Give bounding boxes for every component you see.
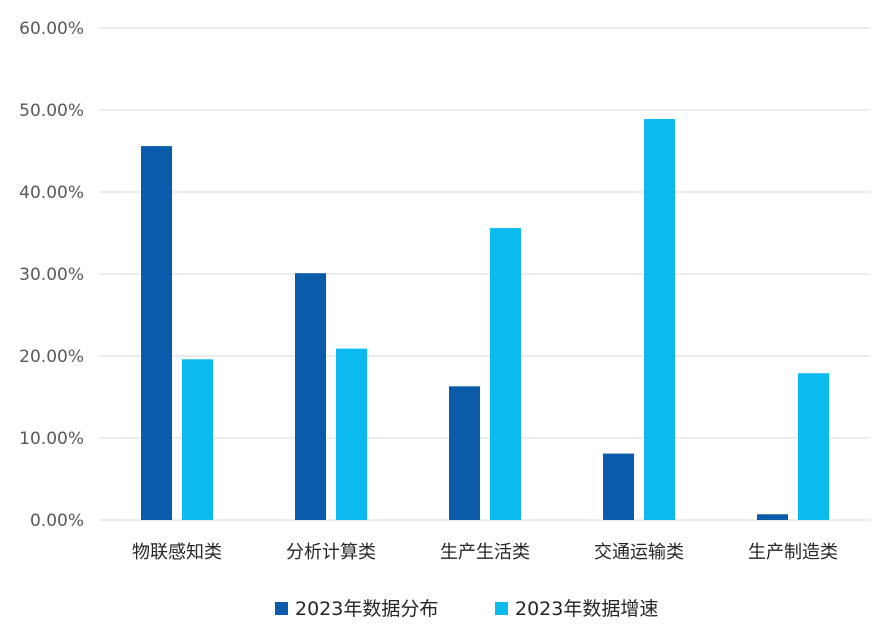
x-category-label: 生产生活类: [440, 542, 530, 563]
legend: 2023年数据分布 2023年数据增速: [275, 598, 658, 620]
bar-growth: [490, 228, 521, 520]
x-category-label: 物联感知类: [132, 542, 222, 563]
legend-label: 2023年数据分布: [295, 598, 438, 620]
y-tick-label: 30.00%: [19, 265, 84, 285]
x-category-label: 交通运输类: [594, 542, 684, 563]
legend-swatch: [275, 602, 288, 615]
bar-growth: [336, 348, 367, 520]
y-tick-label: 10.00%: [19, 429, 84, 449]
y-tick-label: 50.00%: [19, 101, 84, 121]
bar-distribution: [757, 514, 788, 520]
x-axis-category-labels: 物联感知类 分析计算类 生产生活类 交通运输类 生产制造类: [132, 542, 838, 563]
x-category-label: 生产制造类: [748, 542, 838, 563]
x-category-label: 分析计算类: [286, 542, 376, 563]
bar-distribution: [603, 453, 634, 520]
y-tick-label: 20.00%: [19, 347, 84, 367]
y-tick-label: 40.00%: [19, 183, 84, 203]
bar-growth: [644, 119, 675, 521]
legend-swatch: [495, 602, 508, 615]
y-axis-tick-labels: 0.00% 10.00% 20.00% 30.00% 40.00% 50.00% 60.00…: [19, 19, 84, 531]
y-tick-label: 0.00%: [30, 511, 84, 531]
gridlines: [100, 27, 870, 521]
bar-distribution: [449, 386, 480, 520]
bar-distribution: [141, 146, 172, 520]
y-tick-label: 60.00%: [19, 19, 84, 39]
bar-distribution: [295, 273, 326, 520]
legend-label: 2023年数据增速: [515, 598, 658, 620]
bar-growth: [798, 373, 829, 520]
bars: [141, 119, 829, 521]
bar-growth: [182, 359, 213, 520]
